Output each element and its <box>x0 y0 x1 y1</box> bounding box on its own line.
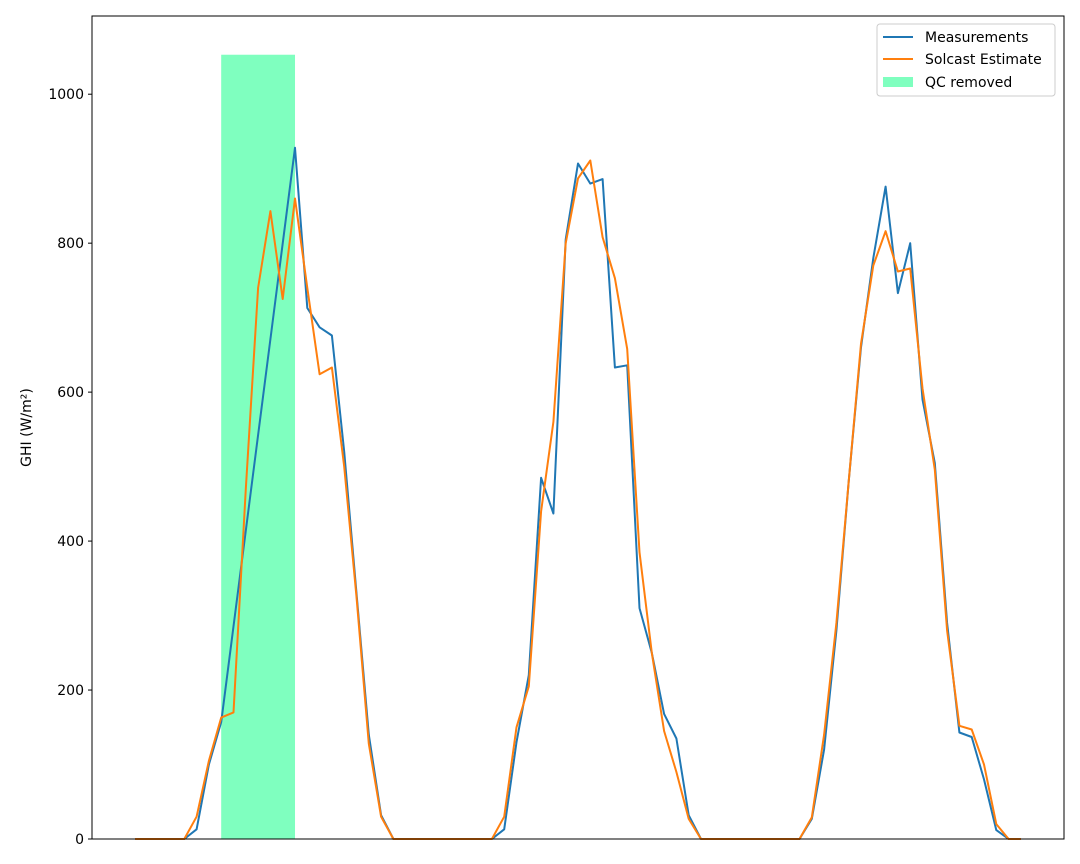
y-tick-label: 1000 <box>48 87 84 103</box>
y-tick-label: 800 <box>57 236 84 252</box>
legend-label-solcast-estimate: Solcast Estimate <box>925 52 1042 68</box>
solcast-estimate-line <box>135 159 1021 840</box>
plot-area <box>135 54 1021 840</box>
y-tick-label: 600 <box>57 385 84 401</box>
legend-box <box>876 23 1056 97</box>
qc-removed-span <box>221 54 296 839</box>
legend-label-qc-removed: QC removed <box>925 75 1012 91</box>
y-tick-label: 0 <box>75 832 84 848</box>
legend-swatch-qc-removed <box>883 77 913 87</box>
y-axis-label: GHI (W/m²) <box>19 388 35 467</box>
legend-label-measurements: Measurements <box>925 30 1028 46</box>
axes-frame <box>91 15 1065 840</box>
legend: Measurements Solcast Estimate QC removed <box>876 23 1056 97</box>
measurements-line <box>135 146 1021 840</box>
y-tick-label: 400 <box>57 534 84 550</box>
y-tick-label: 200 <box>57 683 84 699</box>
y-axis: 0 200 400 600 800 1000 <box>48 87 92 848</box>
